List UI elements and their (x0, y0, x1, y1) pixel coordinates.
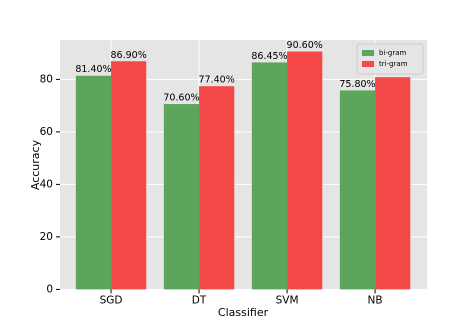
legend-swatch (362, 50, 374, 56)
legend-swatch (362, 61, 374, 67)
bar (163, 104, 200, 290)
bar (375, 77, 411, 290)
value-label: 81.40% (75, 64, 111, 75)
value-label: 86.45% (251, 51, 287, 62)
bar (339, 90, 376, 290)
x-tick-label: DT (192, 294, 207, 306)
legend-label: bi-gram (379, 49, 407, 57)
value-label: 70.60% (163, 93, 199, 104)
value-label: 77.40% (199, 75, 235, 86)
x-tick-label: SGD (100, 294, 123, 306)
y-tick-label: 40 (40, 178, 53, 190)
y-axis-label: Accuracy (29, 139, 42, 190)
bar (251, 62, 288, 290)
bar (199, 86, 235, 290)
x-tick-label: NB (368, 294, 383, 306)
y-tick-label: 60 (40, 126, 53, 138)
x-axis-label: Classifier (218, 306, 269, 319)
value-label: 90.60% (287, 40, 323, 51)
legend-label: tri-gram (379, 60, 408, 68)
y-tick-label: 80 (40, 73, 53, 85)
y-tick-label: 0 (46, 283, 53, 295)
x-tick-label: SVM (276, 294, 299, 306)
value-label: 75.80% (339, 79, 375, 90)
y-tick-label: 20 (40, 231, 53, 243)
bar (75, 75, 112, 290)
value-label: 86.90% (111, 50, 147, 61)
bar (287, 51, 323, 290)
bar (111, 61, 147, 290)
